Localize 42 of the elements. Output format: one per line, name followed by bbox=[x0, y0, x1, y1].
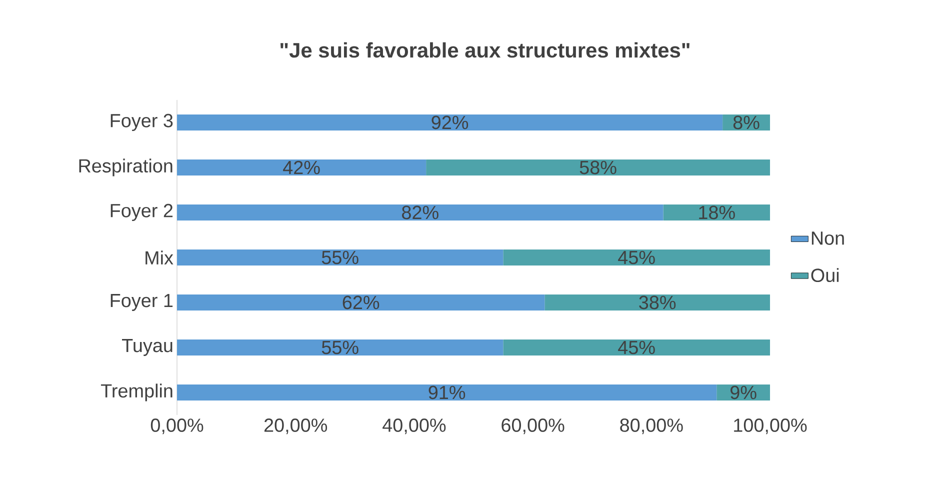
x-tick-label: 0,00% bbox=[150, 418, 204, 434]
data-label: 58% bbox=[580, 160, 616, 174]
x-tick-label: 60,00% bbox=[502, 418, 564, 434]
bar bbox=[177, 249, 504, 266]
bar bbox=[503, 249, 770, 266]
x-tick-label: 100,00% bbox=[734, 418, 807, 434]
data-label: 9% bbox=[730, 386, 756, 400]
bar bbox=[503, 339, 770, 356]
bar bbox=[177, 384, 717, 400]
bar bbox=[544, 294, 770, 310]
data-label: 8% bbox=[733, 116, 760, 130]
data-label: 18% bbox=[699, 206, 735, 220]
y-tick-label: Mix bbox=[146, 250, 174, 264]
y-tick-label: Tremplin bbox=[100, 384, 172, 402]
y-tick-label: Foyer 3 bbox=[110, 114, 173, 132]
y-tick-label: Tuyau bbox=[122, 339, 172, 356]
y-tick-label: Respiration bbox=[79, 158, 172, 176]
data-label: 38% bbox=[639, 296, 676, 310]
bar bbox=[177, 114, 723, 130]
data-label: 42% bbox=[283, 160, 320, 174]
bar bbox=[177, 204, 664, 220]
legend-label: Non bbox=[812, 232, 844, 245]
data-label: 92% bbox=[432, 116, 468, 130]
bar bbox=[426, 159, 770, 176]
data-label: 45% bbox=[618, 340, 655, 354]
x-tick-label: 40,00% bbox=[382, 418, 446, 434]
bar bbox=[177, 159, 426, 176]
y-tick-label: Foyer 1 bbox=[110, 294, 173, 311]
x-tick-label: 20,00% bbox=[264, 418, 328, 434]
y-tick-label: Foyer 2 bbox=[110, 204, 173, 222]
bar bbox=[663, 204, 770, 220]
data-label: 45% bbox=[618, 250, 655, 264]
data-label: 91% bbox=[428, 386, 466, 400]
data-label: 55% bbox=[322, 250, 358, 264]
data-label: 55% bbox=[322, 340, 358, 354]
bar bbox=[177, 339, 504, 356]
bar bbox=[177, 294, 545, 310]
data-label: 62% bbox=[342, 296, 380, 310]
x-tick-label: 80,00% bbox=[620, 418, 683, 434]
legend-label: Oui bbox=[811, 268, 839, 282]
chart-title: "Je suis favorable aux structures mixtes" bbox=[280, 42, 690, 58]
data-label: 82% bbox=[402, 206, 438, 220]
